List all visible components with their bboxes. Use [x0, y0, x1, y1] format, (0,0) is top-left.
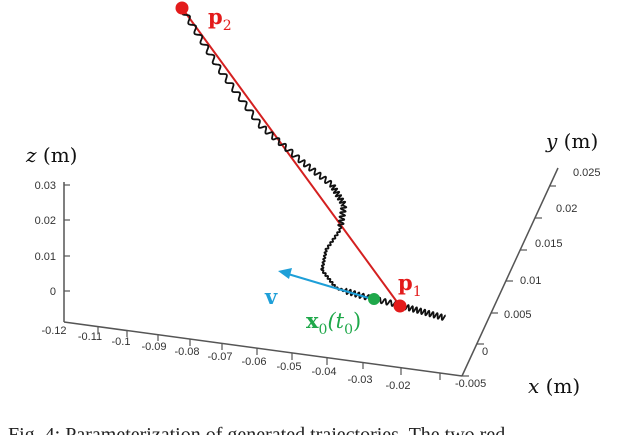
- y-tick-label: 0.01: [520, 275, 541, 287]
- z-axis-unit: (m): [37, 143, 78, 167]
- y-axis-line: [461, 167, 559, 377]
- p2-label-main: p: [208, 4, 223, 29]
- x-tick-label: -0.08: [174, 346, 199, 358]
- x-tick-label: -0.04: [311, 366, 336, 378]
- y-ticks: [462, 185, 556, 377]
- x0-label: x0(t0): [306, 308, 361, 338]
- x0-label-sub: 0: [319, 322, 328, 338]
- p1-label-sub: 1: [413, 284, 422, 300]
- x0-label-arg-sub: 0: [344, 322, 353, 338]
- y-tick-label: 0: [482, 346, 488, 358]
- x-axis-line: [63, 321, 463, 377]
- y-axis-var: y: [545, 129, 558, 153]
- x-tick-label: -0.09: [141, 341, 166, 353]
- trajectory-curve: [181, 9, 447, 321]
- figure-caption: Fig. 4: Parameterization of generated tr…: [8, 424, 505, 435]
- x-tick-label: -0.12: [41, 325, 66, 337]
- v-label: v: [264, 284, 278, 309]
- p2-p1-segment: [181, 7, 401, 307]
- x0-label-main: x: [306, 308, 319, 333]
- velocity-arrowhead: [278, 268, 292, 279]
- z-axis-var: z: [25, 143, 37, 167]
- x-axis-var: x: [528, 374, 539, 398]
- y-axis-label: y (m): [545, 129, 598, 153]
- x-axis-label: x (m): [528, 374, 580, 398]
- z-tick-label: 0: [50, 286, 56, 298]
- velocity-arrow-shaft: [287, 273, 373, 300]
- y-tick-label: 0.02: [556, 203, 577, 215]
- p2-label: p2: [208, 4, 232, 34]
- x-tick-label: -0.11: [78, 331, 102, 343]
- y-tick-label: 0.015: [535, 238, 563, 250]
- x0-point: [368, 293, 380, 305]
- y-axis-unit: (m): [557, 129, 598, 153]
- y-tick-label: 0.005: [504, 309, 532, 321]
- x0-label-close: ): [353, 309, 361, 333]
- x-tick-label: -0.03: [347, 374, 372, 386]
- x0-label-arg: (t: [327, 309, 344, 333]
- x-axis-unit: (m): [539, 374, 580, 398]
- z-axis-label: z (m): [25, 143, 77, 167]
- p1-label: p1: [398, 270, 422, 300]
- x-tick-label: -0.05: [276, 361, 301, 373]
- p1-label-main: p: [398, 270, 413, 295]
- p2-point: [175, 1, 189, 15]
- z-tick-label: 0.02: [35, 215, 56, 227]
- x-tick-label: -0.06: [241, 356, 266, 368]
- x-ticks: [97, 326, 441, 380]
- y-tick-label: -0.005: [455, 378, 486, 390]
- x-tick-label: -0.07: [207, 351, 232, 363]
- z-ticks: [64, 184, 70, 292]
- p2-label-sub: 2: [223, 18, 232, 34]
- axes: 0.03 0.02 0.01 0 -0.12 -0.11 -0.1 -0.09 …: [25, 129, 601, 398]
- x-tick-label: -0.1: [112, 336, 131, 348]
- x-tick-label: -0.02: [385, 380, 410, 392]
- y-tick-label: 0.025: [573, 167, 601, 179]
- z-tick-label: 0.01: [35, 251, 56, 263]
- z-tick-label: 0.03: [35, 180, 56, 192]
- p1-point: [393, 299, 407, 313]
